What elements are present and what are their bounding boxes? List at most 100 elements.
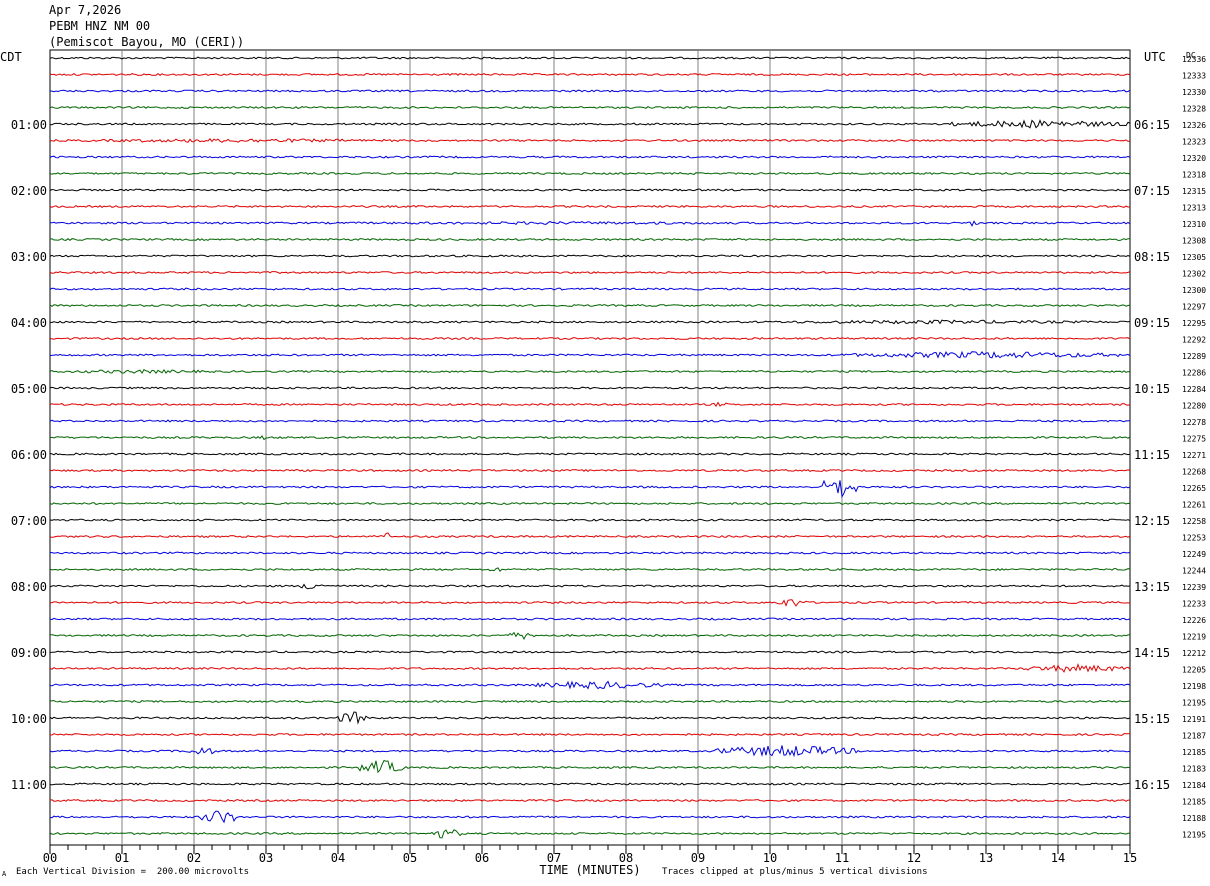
left-hour-label: 10:00 (11, 712, 47, 726)
right-hour-label: 14:15 (1134, 646, 1170, 660)
header-station: PEBM HNZ NM 00 (49, 19, 151, 33)
x-tick-label: 06 (475, 851, 489, 865)
right-hour-label: 16:15 (1134, 778, 1170, 792)
dc-value: 12195 (1182, 831, 1206, 840)
right-hour-label: 11:15 (1134, 448, 1170, 462)
right-hour-label: 06:15 (1134, 118, 1170, 132)
dc-value: 12286 (1182, 369, 1206, 378)
trace-line-46 (49, 798, 1130, 803)
trace-line-25 (49, 452, 1131, 456)
dc-value: 12310 (1182, 220, 1206, 229)
trace-line-9 (49, 188, 1131, 192)
x-tick-label: 09 (691, 851, 705, 865)
dc-value: 12265 (1182, 484, 1206, 493)
trace-line-10 (49, 204, 1130, 209)
dc-value: 12313 (1182, 204, 1206, 213)
trace-line-15 (49, 287, 1131, 291)
trace-line-43 (49, 745, 1131, 758)
dc-value: 12198 (1182, 682, 1206, 691)
clip-note: Traces clipped at plus/minus 5 vertical … (662, 867, 928, 877)
trace-line-4 (49, 105, 1131, 110)
dc-value: 12278 (1182, 418, 1206, 427)
left-hour-label: 06:00 (11, 448, 47, 462)
left-hour-label: 02:00 (11, 184, 47, 198)
dc-value: 12185 (1182, 748, 1206, 757)
dc-value: 12318 (1182, 171, 1206, 180)
right-hour-label: 10:15 (1134, 382, 1170, 396)
right-timezone-label: UTC (1144, 50, 1166, 64)
trace-line-30 (49, 532, 1131, 539)
plot-frame (49, 49, 1131, 846)
dc-value: 12183 (1182, 765, 1206, 774)
trace-line-32 (49, 567, 1131, 572)
right-hour-label: 15:15 (1134, 712, 1170, 726)
x-tick-label: 11 (835, 851, 849, 865)
left-hour-label: 07:00 (11, 514, 47, 528)
dc-value: 12295 (1182, 319, 1206, 328)
dc-value: 12289 (1182, 352, 1206, 361)
dc-value: 12292 (1182, 336, 1206, 345)
dc-value: 12187 (1182, 732, 1206, 741)
trace-line-41 (49, 711, 1131, 725)
dc-value: 12326 (1182, 121, 1206, 130)
dc-value: 12320 (1182, 154, 1206, 163)
trace-line-42 (49, 732, 1130, 737)
trace-line-19 (49, 350, 1131, 359)
dc-value: 12323 (1182, 138, 1206, 147)
dc-value: 12336 (1182, 55, 1206, 64)
dc-value: 12330 (1182, 88, 1206, 97)
trace-line-12 (49, 237, 1131, 242)
trace-line-28 (49, 501, 1131, 506)
dc-value: 12239 (1182, 583, 1206, 592)
trace-line-3 (49, 89, 1131, 93)
x-tick-label: 01 (115, 851, 129, 865)
dc-value: 12271 (1182, 451, 1206, 460)
dc-value: 12185 (1182, 798, 1206, 807)
dc-value: 12284 (1182, 385, 1206, 394)
dc-header: DC (1186, 51, 1196, 60)
trace-line-31 (49, 551, 1131, 555)
trace-line-38 (49, 663, 1131, 673)
dc-value: 12244 (1182, 567, 1206, 576)
trace-line-26 (49, 468, 1131, 473)
dc-value: 12328 (1182, 105, 1206, 114)
dc-value: 12195 (1182, 699, 1206, 708)
dc-value: 12308 (1182, 237, 1206, 246)
x-tick-label: 03 (259, 851, 273, 865)
dc-value: 12280 (1182, 402, 1206, 411)
dc-value: 12184 (1182, 781, 1206, 790)
trace-line-16 (49, 303, 1131, 308)
trace-line-45 (49, 782, 1130, 786)
trace-line-2 (49, 72, 1131, 77)
dc-value: 12219 (1182, 633, 1206, 642)
dc-value: 12188 (1182, 814, 1206, 823)
dc-value: 12300 (1182, 286, 1206, 295)
left-hour-label: 05:00 (11, 382, 47, 396)
x-tick-label: 08 (619, 851, 633, 865)
x-tick-label: 07 (547, 851, 561, 865)
right-hour-label: 09:15 (1134, 316, 1170, 330)
right-hour-label: 13:15 (1134, 580, 1170, 594)
trace-line-17 (49, 319, 1131, 325)
x-tick-label: 05 (403, 851, 417, 865)
dc-value: 12226 (1182, 616, 1206, 625)
right-hour-label: 08:15 (1134, 250, 1170, 264)
left-hour-label: 08:00 (11, 580, 47, 594)
trace-line-23 (49, 419, 1131, 423)
trace-line-39 (49, 680, 1131, 690)
x-tick-label: 02 (187, 851, 201, 865)
left-hour-label: 03:00 (11, 250, 47, 264)
x-tick-label: 15 (1123, 851, 1137, 865)
dc-value: 12212 (1182, 649, 1206, 658)
x-tick-label: 10 (763, 851, 777, 865)
trace-line-11 (49, 220, 1131, 227)
trace-line-34 (49, 599, 1131, 607)
header-location: (Pemiscot Bayou, MO (CERI)) (49, 35, 245, 49)
trace-line-7 (49, 155, 1131, 159)
trace-line-5 (49, 119, 1131, 129)
x-tick-label: 04 (331, 851, 345, 865)
dc-value: 12249 (1182, 550, 1206, 559)
dc-value: 12191 (1182, 715, 1206, 724)
trace-line-35 (49, 617, 1131, 621)
trace-line-48 (49, 829, 1131, 839)
